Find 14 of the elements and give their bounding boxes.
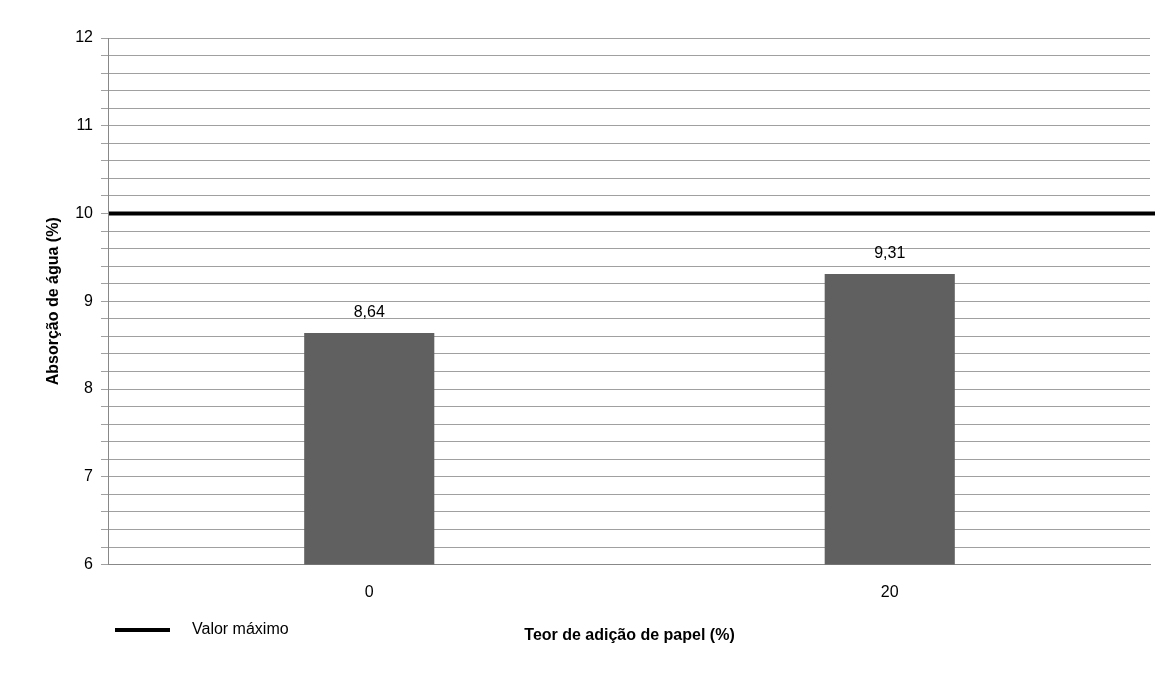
x-tick-label: 20 <box>880 582 899 600</box>
y-tick-label: 11 <box>76 116 94 134</box>
x-tick-label: 0 <box>364 582 374 600</box>
y-tick-label: 8 <box>84 379 94 397</box>
y-axis-title: Absorção de água (%) <box>44 217 62 386</box>
y-tick-label: 6 <box>84 555 94 573</box>
data-label: 8,64 <box>353 303 385 321</box>
y-tick-label: 9 <box>84 291 94 309</box>
y-tick-label: 10 <box>75 203 94 221</box>
x-axis-title: Teor de adição de papel (%) <box>524 625 735 643</box>
legend-label: Valor máximo <box>192 620 289 638</box>
data-label: 9,31 <box>874 244 906 262</box>
y-tick-label: 12 <box>75 28 94 46</box>
y-tick-label: 7 <box>84 467 94 485</box>
